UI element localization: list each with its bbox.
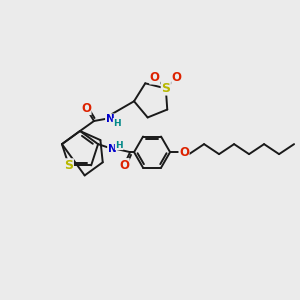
Text: S: S xyxy=(64,159,73,172)
Text: O: O xyxy=(150,71,160,84)
Text: H: H xyxy=(113,118,121,127)
Text: N: N xyxy=(108,144,116,154)
Text: H: H xyxy=(115,141,123,150)
Text: O: O xyxy=(172,71,182,84)
Text: O: O xyxy=(81,101,91,115)
Text: N: N xyxy=(106,114,114,124)
Text: O: O xyxy=(179,146,189,159)
Text: O: O xyxy=(119,159,129,172)
Text: S: S xyxy=(161,82,170,95)
